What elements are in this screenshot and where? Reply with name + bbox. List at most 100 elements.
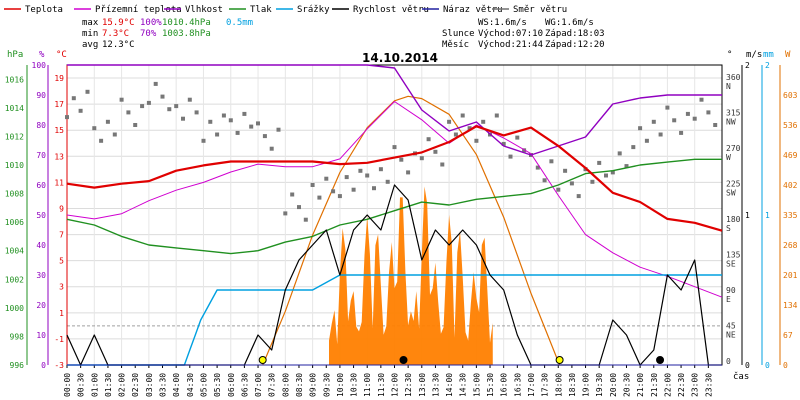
unit-ms: m/s: [746, 50, 762, 60]
tick-label-dir: 180: [726, 215, 741, 224]
tick-label-dir: 225: [726, 179, 741, 188]
tick-label-dir-name: S: [726, 224, 731, 233]
x-tick-label: 23:00: [691, 373, 700, 397]
tick-label-temp: 1: [59, 309, 64, 318]
series-wind-direction-point: [440, 162, 445, 167]
stats-min-hum: 70%: [140, 29, 157, 39]
series-solar-area: [329, 186, 493, 365]
series-pressure: [66, 158, 722, 255]
tick-label-ms: 0: [745, 361, 750, 370]
series-wind-direction-point: [201, 138, 206, 143]
stats-min-label: min: [82, 29, 98, 39]
x-tick-label: 22:30: [677, 373, 686, 397]
series-wind-direction-point: [392, 145, 397, 150]
series-wind-direction-point: [351, 187, 356, 192]
tick-label-ms: 1: [745, 211, 750, 220]
legend-label: Srážky: [297, 5, 330, 15]
series-wind-direction-point: [317, 195, 322, 200]
tick-label-temp: 19: [54, 74, 64, 83]
x-tick-label: 03:30: [159, 373, 168, 397]
tick-label-temp: 9: [59, 204, 64, 213]
sunset-marker: [555, 356, 564, 364]
tick-label-pct: 30: [36, 271, 46, 280]
tick-label-temp: 5: [59, 257, 64, 266]
series-wind-direction-point: [706, 110, 711, 115]
x-tick-label: 08:00: [281, 373, 290, 397]
stats-avg-temp: 12.3°C: [102, 40, 135, 50]
series-wind-direction-point: [105, 119, 110, 124]
tick-label-dir-name: N: [726, 82, 731, 91]
tick-label-w: 268: [783, 241, 798, 250]
series-wind-direction-point: [385, 179, 390, 184]
series-wind-direction-point: [679, 130, 684, 135]
x-tick-label: 02:30: [131, 373, 140, 397]
series-wind-direction-point: [651, 119, 656, 124]
series-wind-direction-point: [249, 124, 254, 129]
tick-label-pct: 40: [36, 241, 46, 250]
tick-label-temp: 7: [59, 231, 64, 240]
series-wind-direction-point: [344, 175, 349, 180]
series-wind-direction-point: [65, 115, 69, 120]
series-wind-direction-point: [112, 132, 117, 137]
series-wind-direction-point: [303, 217, 308, 222]
series-wind-direction-point: [85, 89, 90, 94]
series-wind-direction-point: [187, 97, 192, 102]
series-wind-direction-point: [699, 97, 704, 102]
series-humidity: [67, 64, 722, 156]
x-tick-label: 13:00: [418, 373, 427, 397]
tick-label-w: 0: [783, 361, 788, 370]
series-wind-direction-point: [597, 160, 602, 165]
series-wind-direction-point: [644, 138, 649, 143]
series-wind-direction-point: [358, 168, 363, 173]
stats-min-press: 1003.8hPa: [162, 29, 211, 39]
series-wind-direction-point: [542, 178, 547, 183]
tick-label-w: 402: [783, 181, 798, 190]
x-tick-label: 06:00: [227, 373, 236, 397]
info-sun-set: Západ:18:03: [545, 29, 605, 39]
x-tick-label: 11:30: [377, 373, 386, 397]
x-tick-label: 00:00: [63, 373, 72, 397]
series-wind-direction-point: [71, 96, 76, 101]
unit-w: W: [785, 50, 791, 60]
series-wind-direction-point: [365, 173, 370, 178]
tick-label-temp: -1: [54, 335, 64, 344]
series-wind-direction-point: [692, 116, 697, 121]
series-wind-direction-point: [610, 170, 615, 175]
legend-label: Směr větru: [513, 5, 567, 15]
legend-label: Vlhkost: [185, 5, 223, 15]
x-tick-label: 06:30: [240, 373, 249, 397]
tick-label-dir: 45: [726, 321, 736, 330]
info-moon-set: Západ:12:20: [545, 40, 605, 50]
stats-max-label: max: [82, 18, 99, 28]
legend-label: Teplota: [25, 5, 63, 15]
series-wind-direction-point: [181, 116, 185, 121]
x-tick-label: 16:00: [500, 373, 509, 397]
series-rain: [67, 274, 722, 366]
x-tick-label: 20:00: [609, 373, 618, 397]
series-wind-direction-point: [713, 123, 718, 127]
tick-label-pct: 90: [36, 91, 46, 100]
tick-label-dir: 0: [726, 357, 731, 366]
x-tick-label: 18:00: [554, 373, 563, 397]
series-wind-direction-point: [208, 119, 213, 124]
unit-pct: %: [39, 50, 45, 60]
series-wind-direction-point: [406, 170, 411, 175]
x-axis-label: čas: [733, 371, 749, 382]
tick-label-temp: 13: [54, 152, 64, 161]
series-wind-direction-point: [221, 113, 226, 118]
series-wind-direction-point: [92, 126, 97, 131]
info-sun-rise: Východ:07:10: [478, 29, 543, 39]
series-wind-direction-point: [549, 159, 554, 164]
tick-label-hpa: 998: [10, 332, 25, 341]
sunrise-marker: [258, 356, 267, 364]
series-wind-direction-point: [290, 192, 295, 197]
series-wind-direction-point: [153, 81, 158, 86]
series-wind-direction-point: [399, 157, 404, 162]
tick-label-hpa: 1008: [5, 190, 24, 199]
x-tick-label: 01:30: [104, 373, 113, 397]
tick-label-w: 201: [783, 271, 798, 280]
tick-label-hpa: 1016: [5, 75, 24, 84]
series-wind-direction-point: [119, 97, 124, 102]
series-wind-direction-point: [576, 194, 581, 199]
tick-label-dir-name: E: [726, 295, 731, 304]
